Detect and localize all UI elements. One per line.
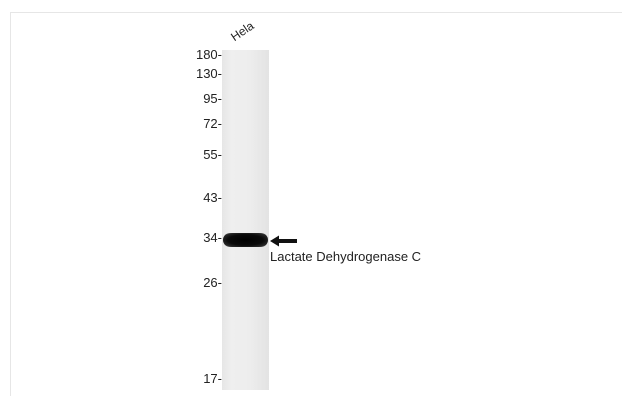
left-arrow-icon (270, 234, 298, 252)
gel-lane (222, 50, 269, 390)
protein-band (223, 233, 268, 247)
marker-180: 180- (195, 47, 222, 62)
marker-95: 95- (203, 91, 222, 106)
marker-17: 17- (203, 371, 222, 386)
marker-26: 26- (203, 275, 222, 290)
marker-72: 72- (203, 116, 222, 131)
marker-43: 43- (203, 190, 222, 205)
marker-34: 34- (203, 230, 222, 245)
protein-label: Lactate Dehydrogenase C (270, 249, 422, 264)
marker-55: 55- (203, 147, 222, 162)
marker-130: 130- (195, 66, 222, 81)
blot-frame (10, 12, 622, 396)
